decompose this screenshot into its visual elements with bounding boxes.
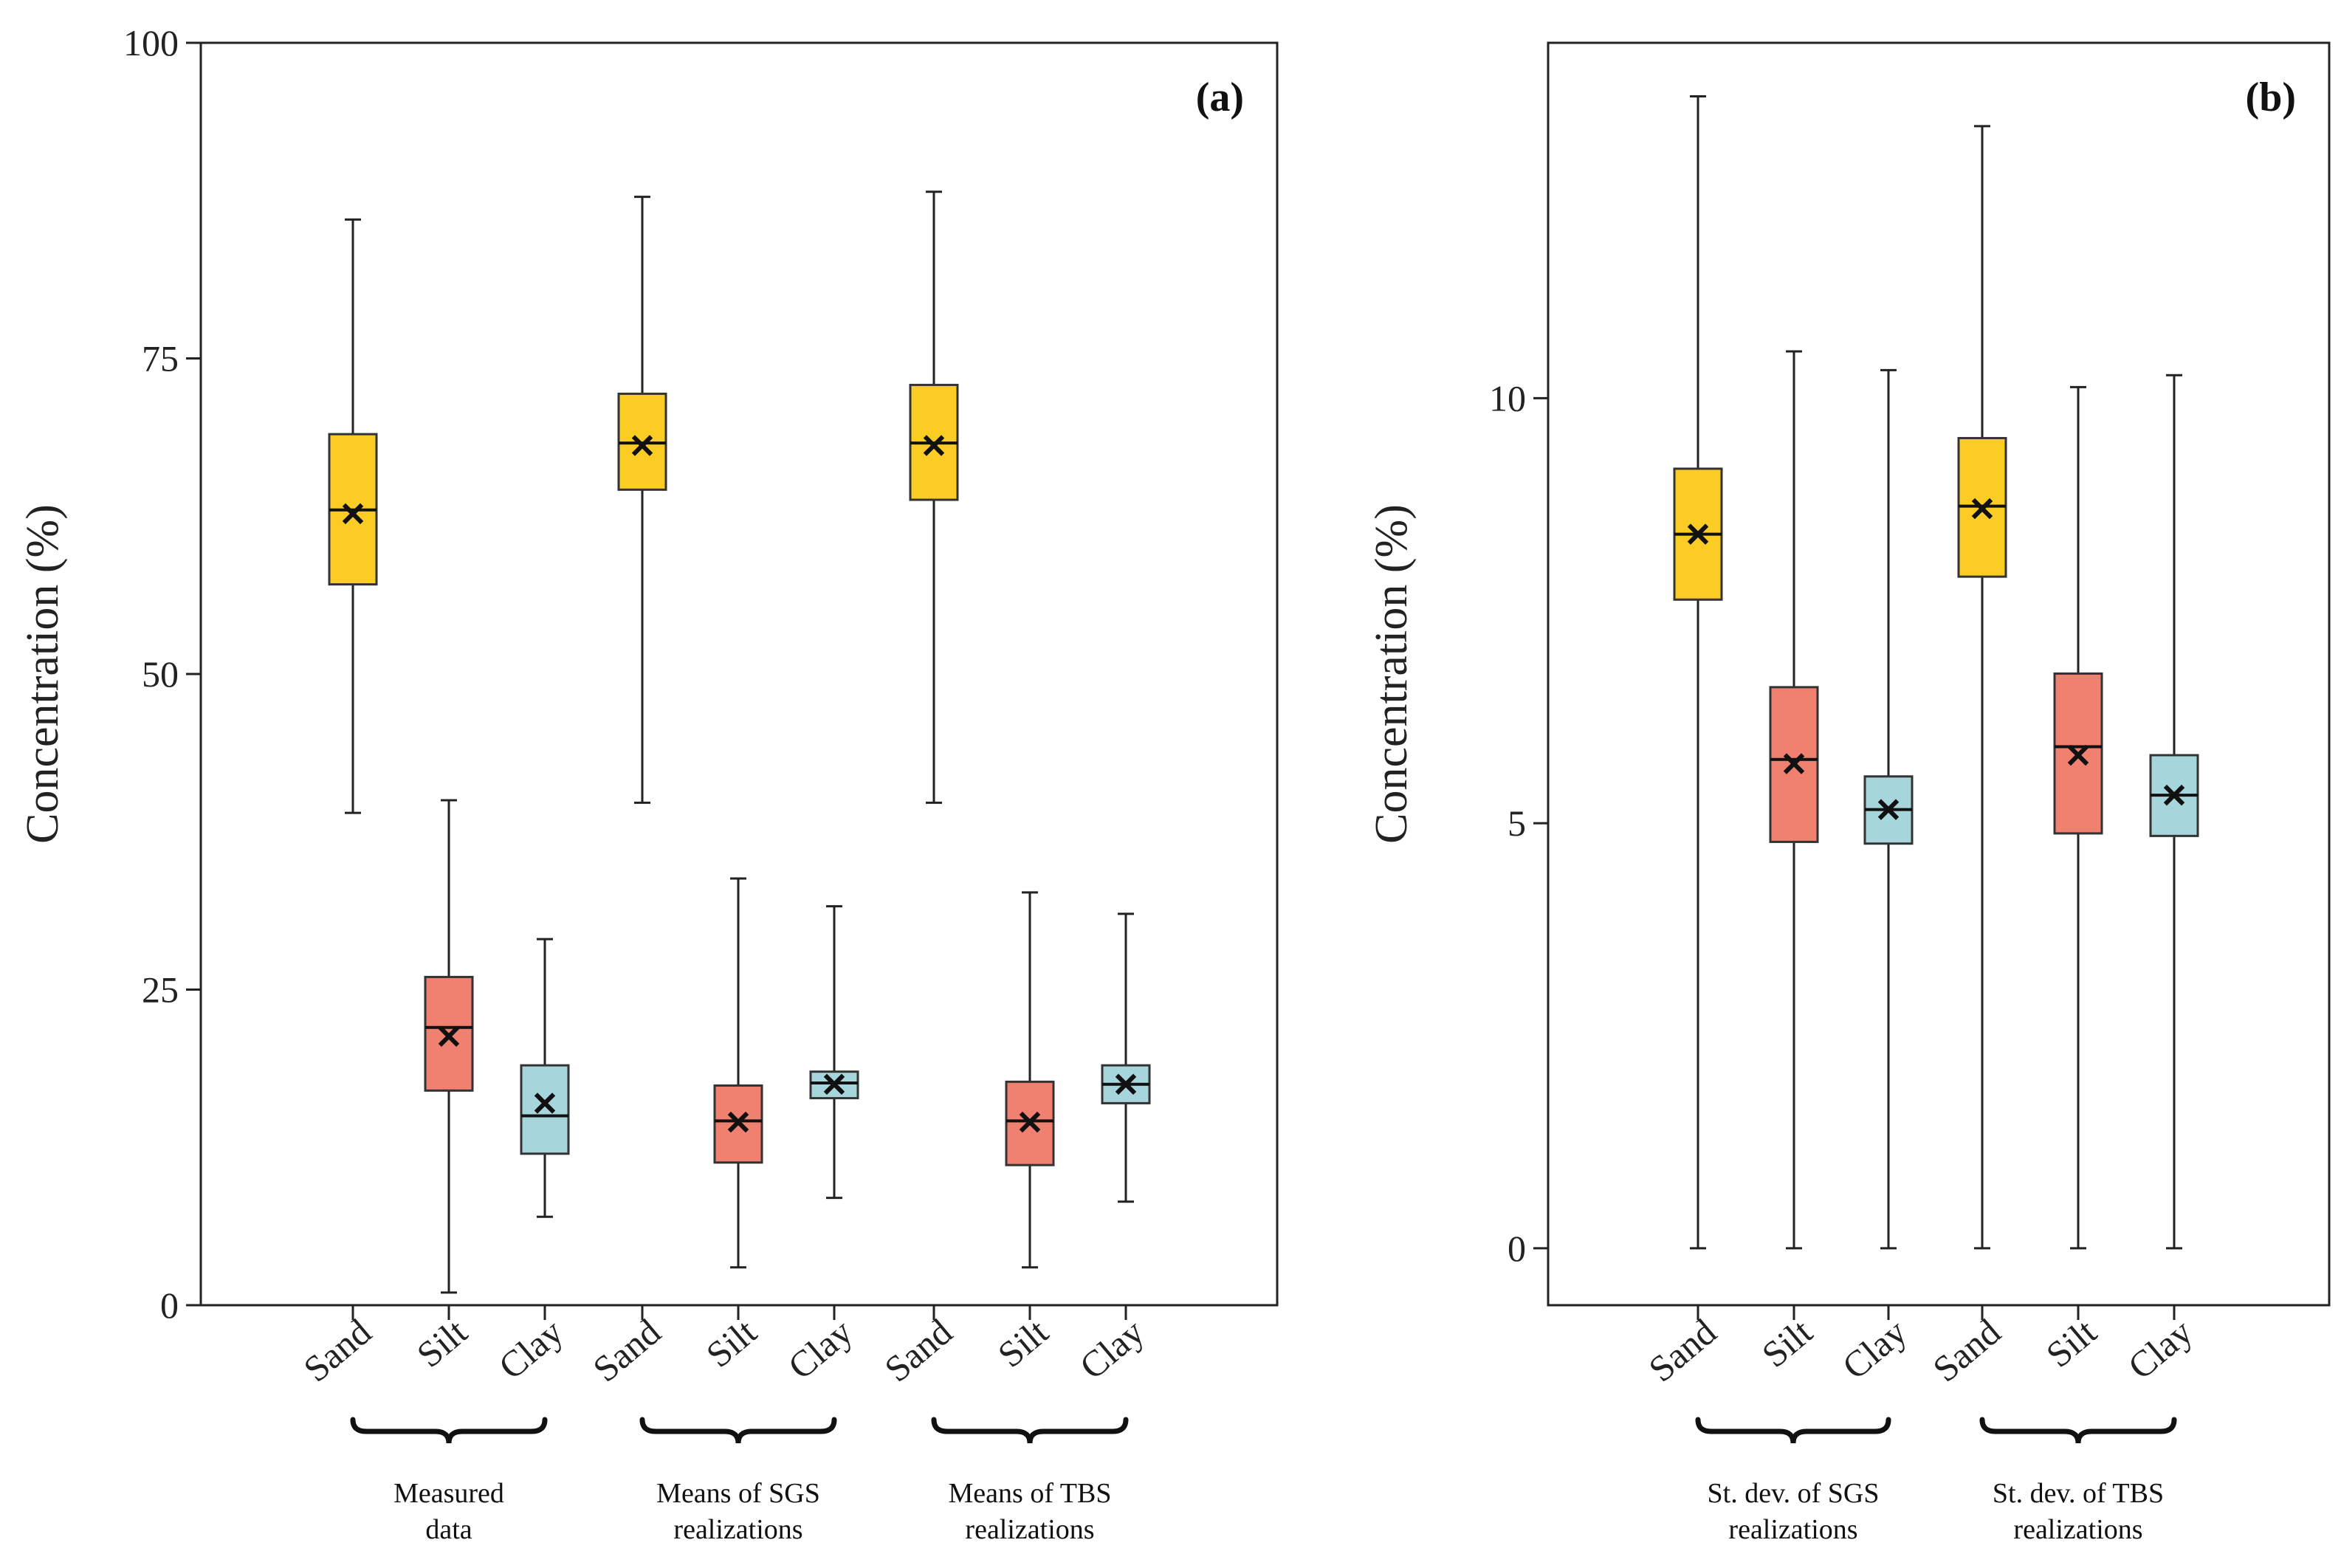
x-category-label: Silt xyxy=(990,1310,1056,1375)
box-sand xyxy=(909,190,959,1320)
x-category-label: Sand xyxy=(876,1311,960,1390)
y-tick-label: 5 xyxy=(1508,802,1526,844)
y-tick-label: 75 xyxy=(142,338,179,379)
x-category-label: Clay xyxy=(780,1311,860,1388)
y-tick-label: 0 xyxy=(1508,1228,1526,1269)
box-clay xyxy=(1101,912,1151,1320)
group-label: St. dev. of SGS xyxy=(1708,1478,1880,1509)
group-brace xyxy=(1695,1417,1891,1444)
mean-marker xyxy=(2163,784,2185,806)
mean-marker xyxy=(1115,1073,1137,1095)
y-tick-label: 10 xyxy=(1489,377,1526,419)
y-tick-label: 25 xyxy=(142,969,179,1011)
box-clay xyxy=(2149,374,2199,1320)
group-brace xyxy=(639,1417,837,1444)
mean-marker xyxy=(1971,498,1993,520)
mean-marker xyxy=(823,1073,845,1095)
box-silt xyxy=(1769,350,1819,1320)
x-category-label: Sand xyxy=(585,1311,668,1390)
y-ticks-b: 0 5 10 xyxy=(1489,377,1548,1269)
mean-marker xyxy=(1783,753,1805,774)
group-label: realizations xyxy=(965,1514,1094,1545)
y-axis-title-a: Concentration (%) xyxy=(18,504,68,844)
panel-a: (a) Concentration (%) 0 25 50 75 100 Sand Sil… xyxy=(18,22,1279,1545)
x-category-label: Silt xyxy=(409,1310,475,1375)
category-labels-b: Sand Silt Clay Sand Silt Clay xyxy=(1640,1310,2200,1389)
box-sand xyxy=(1957,125,2007,1320)
mean-marker xyxy=(2067,744,2089,766)
y-axis-title-b: Concentration (%) xyxy=(1367,504,1417,844)
mean-marker xyxy=(1019,1111,1041,1133)
group-label: Means of SGS xyxy=(656,1478,820,1509)
group-label: Measured xyxy=(393,1478,504,1509)
mean-marker xyxy=(1687,523,1709,545)
group-labels-b: St. dev. of SGS realizations St. dev. of T… xyxy=(1695,1417,2177,1545)
group-label: Means of TBS xyxy=(949,1478,1112,1509)
x-category-label: Clay xyxy=(2120,1311,2200,1388)
group-label: realizations xyxy=(1728,1514,1857,1545)
mean-marker xyxy=(342,503,364,525)
mean-marker xyxy=(631,435,653,456)
group-label: realizations xyxy=(2013,1514,2142,1545)
x-category-label: Clay xyxy=(1835,1311,1914,1388)
box-silt xyxy=(1005,891,1055,1320)
box-silt xyxy=(2053,385,2103,1320)
x-category-label: Sand xyxy=(1925,1311,2008,1390)
x-category-label: Clay xyxy=(491,1311,571,1388)
group-labels-a: Measured data Means of SGS realizations Mean… xyxy=(350,1417,1129,1545)
mean-marker xyxy=(727,1111,749,1133)
boxes-a xyxy=(328,190,1151,1320)
y-tick-label: 50 xyxy=(142,653,179,695)
iqr-box xyxy=(520,1064,570,1155)
x-category-label: Silt xyxy=(1754,1310,1820,1375)
group-label: realizations xyxy=(673,1514,802,1545)
x-category-label: Silt xyxy=(2038,1310,2104,1375)
x-category-label: Silt xyxy=(698,1310,764,1375)
mean-marker xyxy=(438,1025,460,1048)
panel-label-b: (b) xyxy=(2246,75,2296,120)
mean-marker xyxy=(923,435,945,456)
group-brace xyxy=(1979,1417,2177,1444)
group-label: data xyxy=(425,1514,472,1545)
box-clay xyxy=(809,905,859,1320)
x-category-label: Sand xyxy=(295,1311,379,1390)
y-ticks-a: 0 25 50 75 100 xyxy=(123,22,201,1326)
box-silt xyxy=(713,877,763,1320)
box-sand xyxy=(1673,95,1723,1320)
group-brace xyxy=(931,1417,1129,1444)
plot-frame-b xyxy=(1547,41,2331,1307)
group-label: St. dev. of TBS xyxy=(1993,1478,2164,1509)
iqr-box xyxy=(1005,1080,1055,1166)
box-sand xyxy=(328,218,378,1320)
x-category-label: Clay xyxy=(1072,1311,1152,1388)
y-tick-label: 0 xyxy=(160,1285,179,1326)
mean-marker xyxy=(534,1093,556,1114)
box-silt xyxy=(424,799,474,1320)
category-labels-a: Sand Silt Clay Sand Silt Clay Sand Silt Clay xyxy=(295,1310,1152,1389)
panel-label-a: (a) xyxy=(1196,75,1244,120)
mean-marker xyxy=(1877,799,1900,820)
y-tick-label: 100 xyxy=(123,22,179,63)
boxes-b xyxy=(1673,95,2199,1320)
box-clay xyxy=(520,938,570,1320)
group-brace xyxy=(350,1417,548,1444)
box-clay xyxy=(1863,368,1914,1320)
x-category-label: Sand xyxy=(1640,1311,1724,1390)
box-sand xyxy=(617,196,667,1320)
